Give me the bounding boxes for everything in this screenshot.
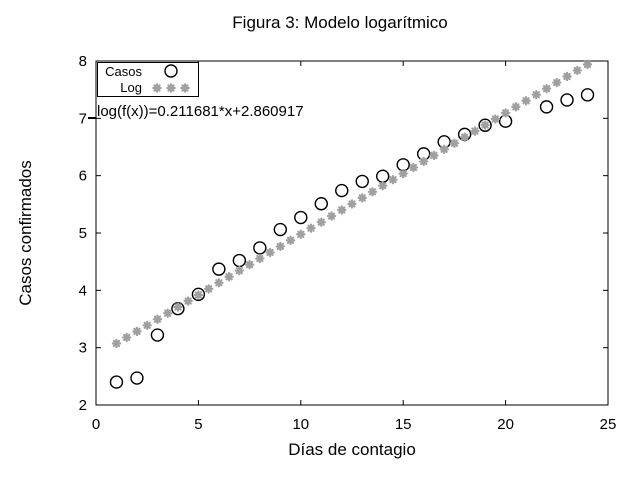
asterisk-point <box>265 247 275 258</box>
y-tick-label: 7 <box>79 110 87 127</box>
asterisk-point <box>275 241 286 252</box>
y-tick-label: 4 <box>79 282 87 299</box>
legend-circle-sample <box>164 64 178 78</box>
asterisk-point <box>152 83 162 93</box>
legend-label-casos: Casos <box>105 63 142 79</box>
asterisk-point <box>459 132 470 142</box>
open-circle-marker-icon <box>164 64 178 78</box>
asterisk-point <box>449 138 460 148</box>
asterisk-point <box>418 156 429 167</box>
asterisk-point <box>296 229 306 239</box>
asterisk-point <box>480 120 490 130</box>
asterisk-point <box>183 296 193 306</box>
asterisk-point <box>511 102 521 112</box>
data-point-circle <box>355 174 369 189</box>
x-axis-label: Días de contagio <box>288 440 416 459</box>
asterisk-point <box>337 205 347 215</box>
asterisk-point <box>255 253 265 264</box>
asterisk-point <box>285 235 296 246</box>
asterisk-point <box>142 320 152 330</box>
chart-title: Figura 3: Modelo logarítmico <box>232 13 448 32</box>
asterisk-point <box>439 144 449 155</box>
asterisk-point <box>429 150 439 161</box>
y-tick-label: 8 <box>79 53 87 70</box>
asterisk-point <box>408 162 419 173</box>
data-point-circle <box>478 118 492 132</box>
asterisk-point <box>203 284 214 294</box>
asterisk-marker-icon <box>152 83 190 93</box>
fit-equation-text: log(f(x))=0.211681*x+2.860917 <box>97 103 304 120</box>
y-tick-label: 5 <box>79 225 87 242</box>
data-point-circle <box>109 375 124 389</box>
asterisk-point <box>378 181 388 191</box>
x-tick-label: 25 <box>600 416 617 433</box>
asterisk-point <box>388 174 398 185</box>
legend-entry-log: Log <box>98 80 198 96</box>
x-tick-label: 10 <box>292 416 309 433</box>
asterisk-point <box>173 302 183 312</box>
asterisk-point <box>470 126 480 136</box>
asterisk-point <box>316 217 326 227</box>
asterisk-point <box>531 90 542 100</box>
data-point-circle <box>253 241 267 255</box>
data-point-circle <box>580 88 595 102</box>
asterisk-point <box>347 199 357 209</box>
data-point-circle <box>294 210 308 225</box>
asterisk-point <box>180 83 190 93</box>
data-point-circle <box>191 287 206 302</box>
y-tick-label: 2 <box>79 397 87 414</box>
asterisk-point <box>326 211 337 221</box>
legend-entry-casos: Casos <box>98 63 198 79</box>
asterisk-point <box>214 278 224 288</box>
x-tick-label: 5 <box>194 416 202 433</box>
x-tick-label: 20 <box>497 416 514 433</box>
series-casos <box>109 88 595 389</box>
series-log-fit <box>111 59 593 349</box>
asterisk-point <box>162 308 173 318</box>
asterisk-point <box>111 338 122 349</box>
data-point-circle <box>150 328 165 342</box>
asterisk-point <box>244 259 255 270</box>
asterisk-point <box>541 83 552 94</box>
asterisk-point <box>582 59 593 70</box>
asterisk-point <box>398 168 408 179</box>
asterisk-point <box>552 77 562 88</box>
fit-equation-annotation: log(f(x))=0.211681*x+2.860917 <box>88 103 304 120</box>
data-point-circle <box>539 100 554 114</box>
data-point-circle <box>560 93 574 107</box>
asterisk-point <box>490 114 501 124</box>
annotation-tick-mark <box>88 117 96 119</box>
asterisk-point <box>562 71 572 82</box>
legend-label-log: Log <box>120 80 142 96</box>
x-tick-label: 0 <box>92 416 100 433</box>
data-point-circle <box>232 253 247 268</box>
asterisk-point <box>306 223 316 233</box>
asterisk-point <box>166 83 176 93</box>
x-tick-label: 15 <box>395 416 412 433</box>
asterisk-point <box>152 314 163 324</box>
data-point-circle <box>314 197 328 211</box>
asterisk-point <box>122 332 132 343</box>
asterisk-point <box>132 326 142 337</box>
asterisk-point <box>193 290 204 300</box>
asterisk-point <box>521 96 531 106</box>
asterisk-point <box>224 272 234 282</box>
asterisk-point <box>357 193 367 203</box>
y-tick-label: 3 <box>79 340 87 357</box>
data-point-circle <box>130 371 144 385</box>
asterisk-point <box>572 65 582 76</box>
asterisk-point <box>234 265 245 276</box>
y-tick-label: 6 <box>79 168 87 185</box>
data-point-circle <box>376 169 390 183</box>
asterisk-point <box>367 187 378 197</box>
data-point-circle <box>335 183 349 198</box>
data-point-circle <box>212 262 226 276</box>
legend: Casos Log <box>97 62 199 97</box>
data-point-circle <box>273 222 288 237</box>
asterisk-point <box>500 108 511 118</box>
